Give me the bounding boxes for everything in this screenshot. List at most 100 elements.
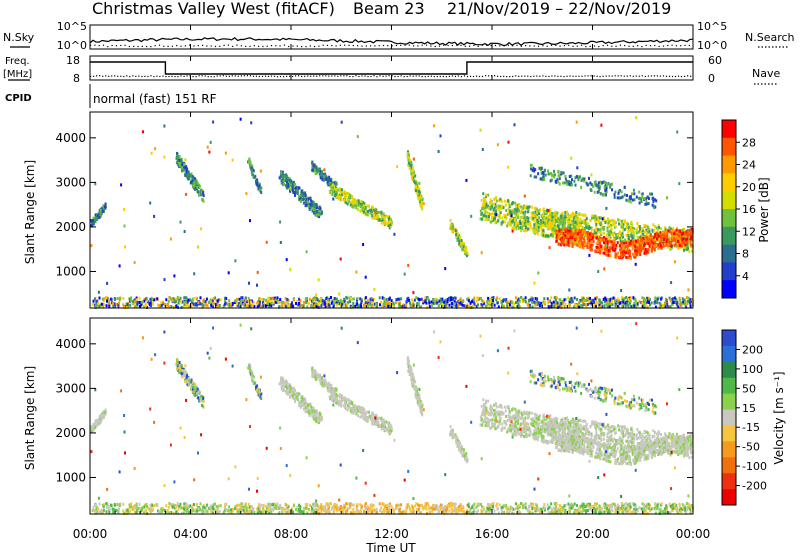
power-pixel [323, 179, 325, 182]
nave-dot [292, 76, 293, 77]
power-pixel [593, 301, 595, 304]
noise-search-dot [542, 45, 543, 46]
power-pixel [514, 219, 516, 222]
noise-search-dot [577, 46, 578, 47]
power-pixel [540, 222, 542, 225]
power-pixel [246, 303, 248, 306]
power-pixel [503, 298, 505, 301]
power-pixel [690, 237, 692, 240]
noise-search-dot [323, 45, 324, 46]
power-pixel [176, 161, 178, 164]
power-pixel [569, 304, 571, 307]
noise-search-dot [241, 45, 242, 46]
power-pixel [298, 298, 300, 301]
power-pixel [467, 252, 469, 255]
power-pixel [450, 224, 452, 227]
power-pixel [323, 168, 325, 171]
nave-dot [337, 76, 338, 77]
nave-dot [603, 76, 604, 77]
power-pixel [599, 299, 601, 302]
power-pixel [487, 297, 489, 300]
noise-search-dot [137, 46, 138, 47]
nave-dot [214, 76, 215, 77]
power-pixel [531, 301, 533, 304]
noise-search-dot [249, 46, 250, 47]
power-pixel [621, 196, 623, 199]
nave-dot [515, 75, 516, 76]
power-pixel [387, 222, 389, 225]
freq-label-2: [MHz] [3, 69, 32, 80]
noise-search-dot [155, 45, 156, 46]
power-pixel [575, 184, 577, 187]
power-pixel [670, 299, 672, 302]
power-pixel [568, 224, 570, 227]
power-pixel [559, 177, 561, 180]
noise-search-dot [193, 45, 194, 46]
power-pixel [294, 194, 296, 197]
power-pixel [649, 193, 651, 196]
power-pixel [644, 197, 646, 200]
power-pixel [548, 235, 550, 238]
nave-dot [482, 76, 483, 77]
power-pixel [588, 300, 590, 303]
power-pixel [569, 221, 571, 224]
power-pixel [421, 207, 423, 210]
power-pixel [139, 301, 141, 304]
power-pixel [167, 303, 169, 306]
power-pixel [626, 226, 628, 229]
power-pixel [590, 236, 592, 239]
nave-dot [232, 75, 233, 76]
power-pixel [332, 198, 334, 201]
power-pixel [578, 178, 580, 181]
power-pixel [551, 302, 553, 305]
power-pixel [455, 233, 457, 236]
power-pixel [518, 303, 520, 306]
power-pixel [688, 250, 690, 253]
power-pixel [313, 208, 315, 211]
power-pixel [248, 297, 250, 300]
noise-search-dot [383, 45, 384, 46]
power-pixel [536, 301, 538, 304]
power-pixel [623, 253, 625, 256]
power-pixel [408, 299, 410, 302]
power-pixel [644, 230, 646, 233]
nave-dot [633, 76, 634, 77]
power-pixel [682, 237, 684, 240]
power-pixel [185, 296, 187, 299]
power-pixel [318, 278, 320, 281]
power-pixel [487, 218, 489, 221]
power-pixel [251, 173, 253, 176]
power-pixel [645, 242, 647, 245]
noise-search-dot [245, 46, 246, 47]
power-pixel [638, 231, 640, 234]
power-pixel [122, 303, 124, 306]
power-pixel [576, 223, 578, 226]
power-pixel [286, 258, 288, 261]
power-pixel [119, 297, 121, 300]
power-pixel [612, 232, 614, 235]
power-pixel [550, 227, 552, 230]
power-pixel [643, 252, 645, 255]
power-pixel [102, 210, 104, 213]
power-pixel [602, 217, 604, 220]
power-pixel [630, 257, 632, 260]
power-pixel [676, 229, 678, 232]
power-pixel [577, 219, 579, 222]
nave-dot [666, 76, 667, 77]
power-pixel [646, 233, 648, 236]
nave-dot [177, 76, 178, 77]
power-pixel [158, 304, 160, 307]
power-pixel [151, 298, 153, 301]
nave-dot [253, 76, 254, 77]
noise-search-dot [344, 45, 345, 46]
noise-search-dot [443, 45, 444, 46]
power-pixel [360, 209, 362, 212]
power-pixel [631, 235, 633, 238]
power-pixel [349, 194, 351, 197]
nave-dot [609, 75, 610, 76]
nave-dot [132, 75, 133, 76]
power-pixel [504, 220, 506, 223]
power-pixel [422, 300, 424, 303]
power-pixel [313, 165, 315, 168]
power-pixel [600, 124, 602, 127]
